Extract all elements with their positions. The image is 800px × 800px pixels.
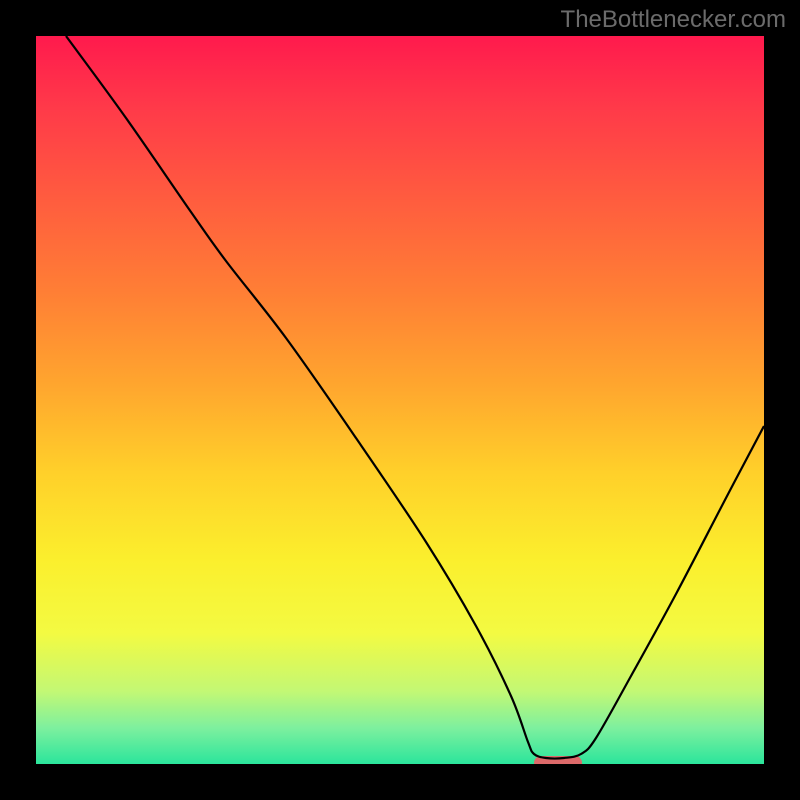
watermark-text: TheBottlenecker.com (561, 6, 786, 34)
chart-container: TheBottlenecker.com (0, 0, 800, 800)
plot-area (36, 36, 764, 764)
chart-svg (36, 36, 764, 764)
